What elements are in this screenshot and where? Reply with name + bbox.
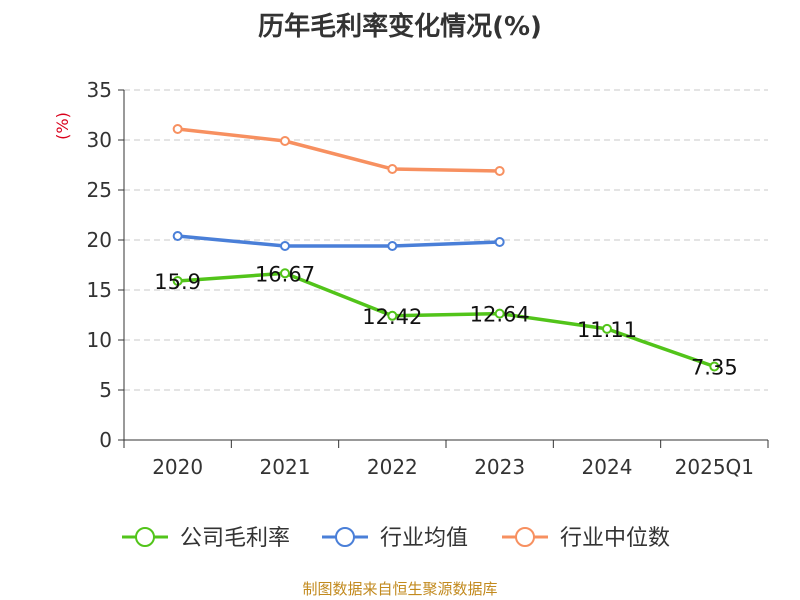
series-line-3 xyxy=(177,127,500,173)
data-label: 12.64 xyxy=(470,303,530,327)
data-label: 11.11 xyxy=(577,318,637,342)
data-point xyxy=(494,308,505,319)
series-line-1 xyxy=(177,271,715,369)
x-tick-label: 2022 xyxy=(367,455,418,479)
data-point xyxy=(709,361,720,372)
x-tick-label: 2023 xyxy=(474,455,525,479)
legend-label: 公司毛利率 xyxy=(180,526,290,551)
series-layer xyxy=(172,124,720,372)
series-line-2 xyxy=(177,234,500,248)
data-point xyxy=(280,136,290,146)
y-tick-label: 20 xyxy=(87,228,112,252)
data-label: 7.35 xyxy=(691,356,738,380)
legend-label: 行业中位数 xyxy=(560,526,670,551)
data-label: 12.42 xyxy=(362,305,422,329)
data-label: 16.67 xyxy=(255,262,315,286)
data-point xyxy=(387,164,398,174)
grid-layer xyxy=(124,89,768,391)
source-note: 制图数据来自恒生聚源数据库 xyxy=(302,580,498,598)
y-tick-label: 15 xyxy=(87,278,112,302)
x-tick-label: 2024 xyxy=(582,455,633,479)
labels-layer: 15.9 16.67 12.42 12.64 11.11 7.35 xyxy=(154,262,737,379)
y-tick-label: 30 xyxy=(87,128,112,152)
y-tick-label: 35 xyxy=(87,78,112,102)
legend: 公司毛利率 行业均值 行业中位数 xyxy=(122,526,670,551)
y-tick-label: 10 xyxy=(87,328,112,352)
legend-marker xyxy=(135,527,155,547)
data-point xyxy=(172,124,183,134)
data-point xyxy=(280,268,290,279)
y-axis-label: (%) xyxy=(53,112,72,140)
legend-label: 行业均值 xyxy=(380,526,468,551)
y-tick-label: 25 xyxy=(87,178,112,202)
x-tick-label: 2020 xyxy=(152,455,203,479)
y-tick-label: 0 xyxy=(99,428,112,452)
data-point xyxy=(602,323,612,334)
x-tick-label: 2025Q1 xyxy=(675,455,754,479)
data-point xyxy=(172,276,183,286)
axes-layer: 0 5 10 15 20 25 30 35 2020 2021 2022 2023 2024 2025Q1 xyxy=(87,78,769,479)
data-point xyxy=(494,166,505,176)
data-point xyxy=(387,241,398,251)
y-tick-label: 5 xyxy=(99,378,112,402)
x-tick-label: 2021 xyxy=(260,455,311,479)
data-label: 15.9 xyxy=(154,270,201,294)
legend-marker xyxy=(335,527,355,547)
data-point xyxy=(387,310,398,321)
legend-marker xyxy=(515,527,535,547)
data-point xyxy=(280,241,290,251)
data-point xyxy=(172,231,183,241)
chart-title: 历年毛利率变化情况(%) xyxy=(258,12,542,42)
data-point xyxy=(494,237,505,247)
